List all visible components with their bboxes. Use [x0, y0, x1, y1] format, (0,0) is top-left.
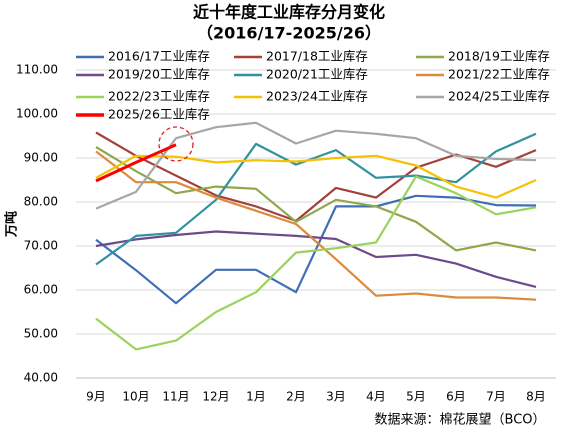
- series-line: [95, 230, 537, 288]
- x-tick-label: 7月: [486, 390, 506, 404]
- x-tick-label: 4月: [366, 390, 386, 404]
- series-line: [95, 175, 537, 351]
- highlight-circle: [158, 126, 194, 162]
- legend-label: 2025/26工业库存: [108, 107, 210, 122]
- chart-title: 近十年度工业库存分月变化: [193, 3, 385, 22]
- y-axis-label: 万吨: [4, 211, 20, 238]
- x-tick-label: 5月: [406, 390, 426, 404]
- x-tick-label: 9月: [86, 390, 106, 404]
- y-tick-label: 100.00: [16, 107, 58, 121]
- x-tick-label: 2月: [286, 390, 306, 404]
- x-tick-label: 6月: [446, 390, 466, 404]
- y-tick-label: 110.00: [16, 63, 58, 77]
- x-tick-label: 12月: [202, 390, 229, 404]
- series-line: [95, 146, 537, 252]
- y-tick-label: 60.00: [24, 283, 58, 297]
- series-line: [95, 150, 537, 301]
- legend-label: 2019/20工业库存: [108, 67, 210, 82]
- chart-subtitle: （2016/17-2025/26）: [197, 24, 381, 43]
- x-tick-label: 3月: [326, 390, 346, 404]
- legend-label: 2017/18工业库存: [266, 49, 368, 64]
- source-note: 数据来源：棉花展望（BCO）: [375, 412, 546, 428]
- legend-label: 2021/22工业库存: [448, 67, 550, 82]
- x-tick-label: 1月: [246, 390, 266, 404]
- legend-label: 2022/23工业库存: [108, 89, 210, 104]
- series-line: [95, 132, 537, 266]
- legend-label: 2024/25工业库存: [448, 89, 550, 104]
- legend-label: 2018/19工业库存: [448, 49, 550, 64]
- series-line: [95, 143, 177, 183]
- x-tick-label: 8月: [526, 390, 546, 404]
- y-tick-label: 40.00: [24, 371, 58, 385]
- y-tick-label: 50.00: [24, 327, 58, 341]
- legend-label: 2016/17工业库存: [108, 49, 210, 64]
- y-tick-label: 80.00: [24, 195, 58, 209]
- series-line: [95, 154, 537, 199]
- legend-label: 2023/24工业库存: [266, 89, 368, 104]
- x-tick-label: 11月: [162, 390, 189, 404]
- y-tick-label: 70.00: [24, 239, 58, 253]
- y-tick-label: 90.00: [24, 151, 58, 165]
- x-tick-label: 10月: [122, 390, 149, 404]
- legend-label: 2020/21工业库存: [266, 67, 368, 82]
